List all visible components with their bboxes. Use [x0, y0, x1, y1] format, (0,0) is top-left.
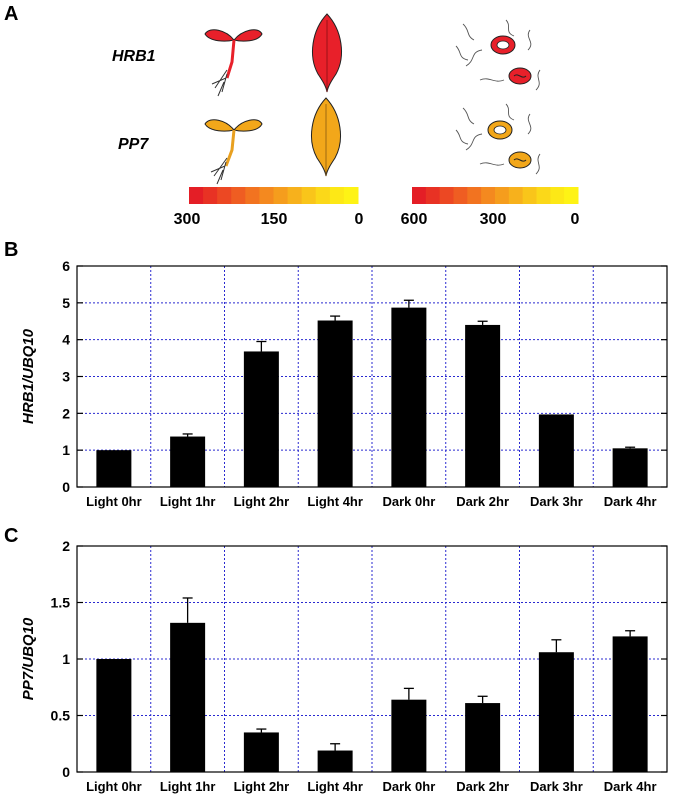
chart-c-bar [243, 732, 279, 772]
chart-b-ytick-label: 6 [62, 258, 70, 274]
scale-1-swatch [189, 187, 204, 204]
chart-b-category-label: Light 1hr [160, 494, 216, 509]
stomata-illustration-hrb1 [455, 19, 541, 91]
scale-2-swatch [481, 187, 496, 204]
chart-b-ytick-label: 3 [62, 369, 70, 385]
scale-2-swatch [467, 187, 482, 204]
chart-b-bar [170, 436, 206, 487]
chart-c-category-label: Dark 0hr [383, 779, 436, 794]
chart-c-ytick-label: 0 [62, 764, 70, 780]
color-scale-bar-1 [189, 187, 359, 204]
scale-1-swatch [315, 187, 331, 204]
scale-1-swatch [329, 187, 345, 204]
chart-c-bar [391, 699, 427, 772]
chart-b-ytick-label: 1 [62, 442, 70, 458]
gene-label-hrb1: HRB1 [112, 48, 156, 65]
chart-b-bar [465, 324, 501, 487]
chart-c: Light 0hr Light 1hr Light 2hr Light 4hr Dark… [20, 538, 668, 794]
scale-1-tick-min: 0 [355, 211, 364, 228]
chart-b-bar [243, 351, 279, 487]
seedling-illustration-pp7 [204, 119, 263, 185]
scale-1-swatch [287, 187, 303, 204]
scale-1-tick-max: 300 [174, 211, 201, 228]
chart-b-bar [96, 450, 132, 487]
chart-c-ytick-label: 1 [62, 651, 70, 667]
scale-1-swatch [245, 187, 260, 204]
chart-b-ylabel: HRB1/UBQ10 [20, 328, 37, 424]
chart-c-bar [96, 659, 132, 772]
chart-b-bar [317, 320, 353, 487]
chart-b-ytick-label: 5 [62, 295, 70, 311]
chart-b-category-label: Dark 3hr [530, 494, 583, 509]
chart-b-category-label: Dark 2hr [456, 494, 509, 509]
color-scale-bar-2 [412, 187, 579, 204]
scale-2-swatch [550, 187, 565, 204]
scale-2-tick-min: 0 [571, 211, 580, 228]
scale-1-swatch [217, 187, 232, 204]
scale-2-swatch [495, 187, 510, 204]
chart-b-ytick-label: 0 [62, 479, 70, 495]
chart-b-category-label: Dark 0hr [383, 494, 436, 509]
seedling-illustration-hrb1 [204, 29, 263, 97]
scale-2-swatch [508, 187, 524, 204]
panel-a-letter: A [4, 3, 18, 25]
leaf-illustration-pp7 [311, 97, 341, 177]
scale-2-tick-mid: 300 [480, 211, 507, 228]
chart-c-ytick-label: 0.5 [51, 708, 71, 724]
scale-2-swatch [425, 187, 441, 204]
scale-1-swatch [203, 187, 218, 204]
chart-b-category-label: Light 0hr [86, 494, 142, 509]
chart-b-category-label: Light 4hr [307, 494, 363, 509]
chart-c-bar [170, 622, 206, 772]
chart-c-category-label: Dark 2hr [456, 779, 509, 794]
gene-label-pp7: PP7 [118, 136, 149, 153]
scale-1-tick-mid: 150 [261, 211, 288, 228]
chart-b-ytick-label: 2 [62, 405, 70, 421]
chart-b-category-label: Light 2hr [234, 494, 290, 509]
scale-2-swatch [439, 187, 454, 204]
scale-1-swatch [301, 187, 317, 204]
leaf-illustration-hrb1 [312, 13, 342, 93]
chart-c-category-label: Dark 3hr [530, 779, 583, 794]
scale-1-swatch [273, 187, 289, 204]
scale-2-swatch [564, 187, 579, 204]
chart-b-bar [612, 448, 648, 487]
chart-c-category-label: Dark 4hr [604, 779, 657, 794]
panel-b-letter: B [4, 239, 18, 261]
scale-2-swatch [453, 187, 468, 204]
chart-b-ytick-label: 4 [62, 332, 70, 348]
chart-b-bar [538, 414, 574, 487]
chart-c-ytick-label: 2 [62, 538, 70, 554]
scale-2-swatch [522, 187, 537, 204]
chart-c-ylabel: PP7/UBQ10 [20, 617, 37, 700]
scale-2-swatch [536, 187, 551, 204]
chart-b-category-label: Dark 4hr [604, 494, 657, 509]
chart-c-category-label: Light 0hr [86, 779, 142, 794]
chart-c-category-label: Light 2hr [234, 779, 290, 794]
stomata-illustration-pp7 [455, 103, 541, 175]
chart-b-bar [391, 307, 427, 487]
chart-c-ytick-label: 1.5 [51, 595, 71, 611]
chart-c-bar [538, 652, 574, 772]
chart-c-bar [317, 750, 353, 772]
scale-1-swatch [259, 187, 274, 204]
chart-c-bar [465, 703, 501, 772]
chart-c-category-label: Light 1hr [160, 779, 216, 794]
scale-1-swatch [343, 187, 359, 204]
chart-c-bar [612, 636, 648, 772]
scale-2-tick-max: 600 [401, 211, 428, 228]
chart-c-category-label: Light 4hr [307, 779, 363, 794]
chart-b: Light 0hr Light 1hr Light 2hr Light 4hr Dark… [20, 258, 668, 509]
scale-1-swatch [231, 187, 246, 204]
panel-c-letter: C [4, 525, 18, 547]
scale-2-swatch [412, 187, 427, 204]
